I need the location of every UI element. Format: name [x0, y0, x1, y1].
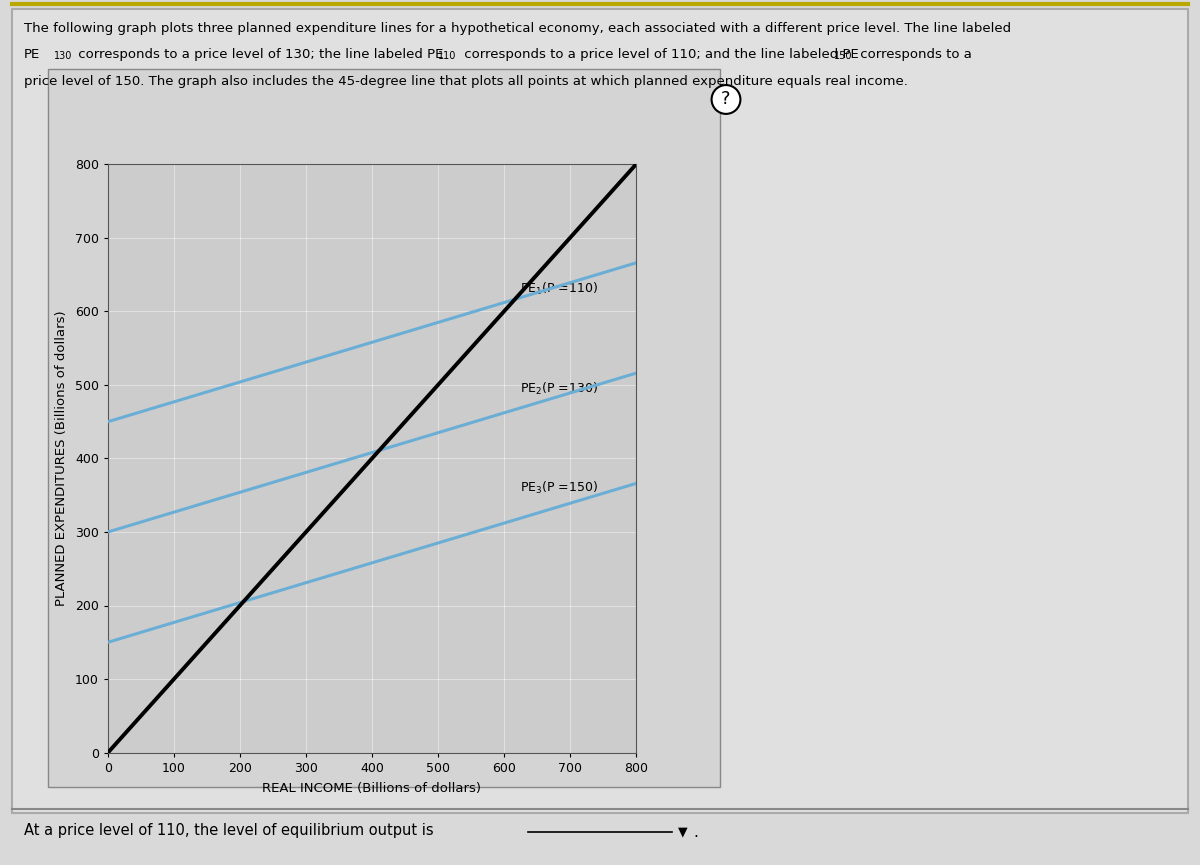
- X-axis label: REAL INCOME (Billions of dollars): REAL INCOME (Billions of dollars): [263, 781, 481, 795]
- Text: PE$_3$(P =150): PE$_3$(P =150): [521, 480, 599, 496]
- Text: PE$_1$(P =110): PE$_1$(P =110): [521, 281, 599, 298]
- FancyBboxPatch shape: [48, 69, 720, 787]
- Text: 130: 130: [54, 51, 72, 61]
- Text: ?: ?: [721, 91, 731, 108]
- Text: corresponds to a price level of 110; and the line labeled PE: corresponds to a price level of 110; and…: [460, 48, 858, 61]
- Text: The following graph plots three planned expenditure lines for a hypothetical eco: The following graph plots three planned …: [24, 22, 1012, 35]
- Text: price level of 150. The graph also includes the 45-degree line that plots all po: price level of 150. The graph also inclu…: [24, 75, 908, 88]
- Y-axis label: PLANNED EXPENDITURES (Billions of dollars): PLANNED EXPENDITURES (Billions of dollar…: [55, 311, 68, 606]
- Text: PE: PE: [24, 48, 41, 61]
- Text: 150: 150: [834, 51, 852, 61]
- Text: PE$_2$(P =130): PE$_2$(P =130): [521, 381, 599, 397]
- Text: ▼: ▼: [678, 825, 688, 839]
- Text: .: .: [694, 824, 698, 840]
- Text: corresponds to a: corresponds to a: [856, 48, 972, 61]
- Text: At a price level of 110, the level of equilibrium output is: At a price level of 110, the level of eq…: [24, 823, 433, 838]
- Text: corresponds to a price level of 130; the line labeled PE: corresponds to a price level of 130; the…: [74, 48, 444, 61]
- FancyBboxPatch shape: [12, 9, 1188, 813]
- Text: 110: 110: [438, 51, 456, 61]
